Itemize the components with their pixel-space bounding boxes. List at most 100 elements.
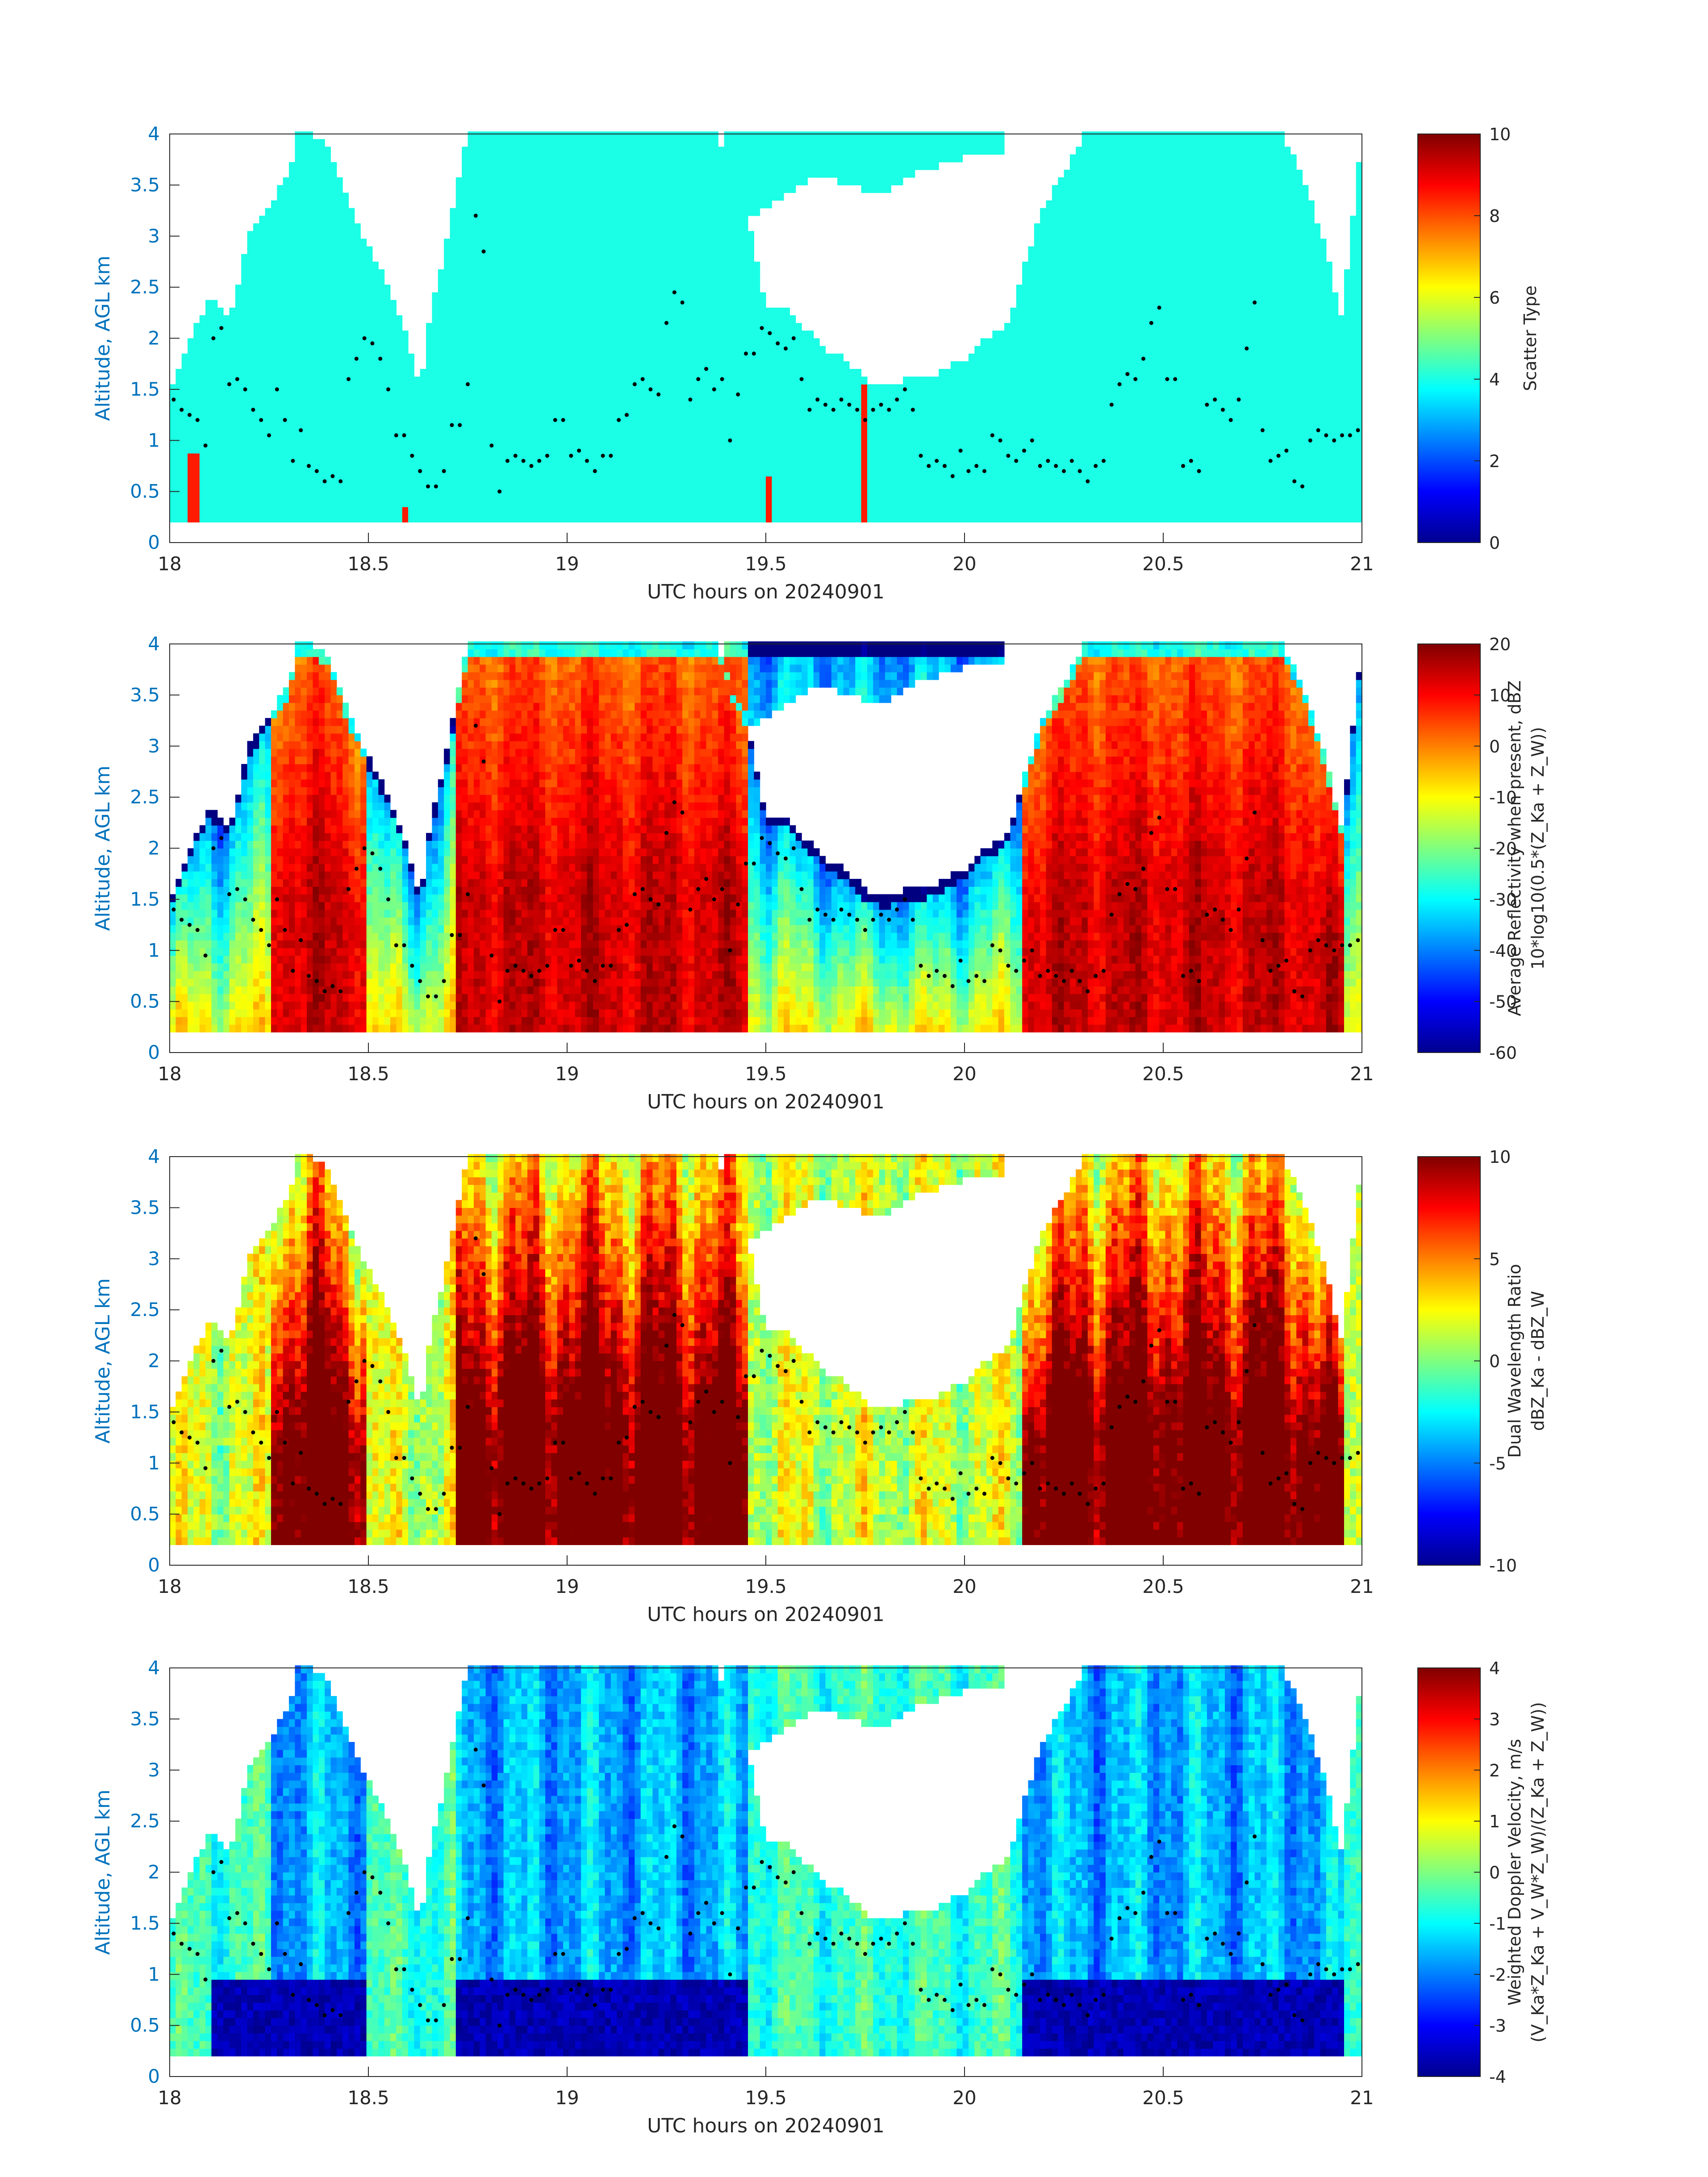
heatmap-cell (462, 361, 468, 369)
heatmap-cell (289, 484, 295, 492)
heatmap-cell (605, 201, 611, 209)
heatmap-cell (802, 162, 808, 170)
heatmap-cell (897, 484, 903, 492)
heatmap-cell (772, 323, 778, 331)
heatmap-cell (778, 430, 784, 438)
heatmap-cell (742, 484, 748, 492)
heatmap-cell (349, 361, 355, 369)
heatmap-cell (891, 139, 897, 147)
heatmap-cell (522, 254, 528, 262)
heatmap-cell (879, 461, 885, 469)
heatmap-cell (486, 216, 492, 224)
heatmap-cell (826, 361, 832, 369)
heatmap-cell (712, 323, 718, 331)
heatmap-cell (212, 415, 218, 423)
heatmap-cell (378, 323, 384, 331)
heatmap-cell (497, 369, 504, 377)
heatmap-cell (378, 415, 384, 423)
heatmap-cell (486, 338, 492, 347)
heatmap-cell (367, 438, 373, 446)
heatmap-cell (432, 323, 438, 331)
heatmap-cell (539, 216, 546, 224)
heatmap-cell (372, 476, 379, 484)
heatmap-cell (235, 492, 242, 500)
heatmap-cell (647, 216, 653, 224)
heatmap-cell (384, 400, 391, 408)
heatmap-cell (480, 147, 486, 155)
heatmap-cell (682, 330, 689, 338)
heatmap-cell (235, 453, 242, 461)
heatmap-cell (611, 492, 617, 500)
heatmap-cell (384, 308, 391, 316)
heatmap-cell (694, 499, 701, 507)
heatmap-cell (605, 308, 611, 316)
heatmap-cell (551, 446, 557, 454)
heatmap-cell (247, 438, 254, 446)
heatmap-cell (569, 468, 576, 476)
heatmap-cell (486, 277, 492, 285)
heatmap-cell (522, 376, 528, 384)
heatmap-cell (497, 438, 504, 446)
heatmap-cell (277, 308, 283, 316)
heatmap-cell (897, 438, 903, 446)
heatmap-cell (474, 468, 480, 476)
heatmap-cell (259, 284, 265, 292)
heatmap-cell (730, 499, 736, 507)
heatmap-cell (230, 369, 236, 377)
heatmap-cell (307, 323, 313, 331)
heatmap-cell (575, 323, 581, 331)
heatmap-cell (289, 177, 295, 185)
heatmap-cell (742, 338, 748, 347)
heatmap-cell (539, 400, 546, 408)
heatmap-cell (444, 461, 450, 469)
heatmap-cell (664, 254, 671, 262)
heatmap-cell (480, 354, 486, 362)
heatmap-cell (557, 269, 564, 277)
heatmap-cell (331, 292, 337, 301)
heatmap-cell (277, 239, 283, 247)
heatmap-cell (360, 323, 367, 331)
heatmap-cell (635, 392, 641, 400)
heatmap-cell (408, 438, 414, 446)
heatmap-cell (474, 277, 480, 285)
heatmap-cell (736, 239, 742, 247)
heatmap-cell (563, 185, 569, 193)
heatmap-cell (760, 201, 766, 209)
heatmap-cell (724, 461, 731, 469)
heatmap-cell (635, 476, 641, 484)
heatmap-cell (462, 269, 468, 277)
heatmap-cell (718, 239, 724, 247)
heatmap-cell (706, 514, 713, 522)
heatmap-cell (492, 308, 498, 316)
heatmap-cell (789, 400, 796, 408)
heatmap-cell (694, 392, 701, 400)
heatmap-cell (533, 438, 539, 446)
heatmap-cell (748, 170, 754, 178)
heatmap-cell (611, 284, 617, 292)
heatmap-cell (635, 430, 641, 438)
heatmap-cell (563, 492, 569, 500)
heatmap-cell (557, 400, 564, 408)
heatmap-cell (527, 170, 534, 178)
heatmap-cell (360, 239, 367, 247)
heatmap-cell (677, 308, 683, 316)
heatmap-cell (730, 262, 736, 270)
heatmap-cell (873, 438, 879, 446)
heatmap-cell (682, 369, 689, 377)
heatmap-cell (486, 300, 492, 308)
heatmap-cell (492, 277, 498, 285)
heatmap-cell (372, 262, 379, 270)
heatmap-cell (468, 284, 474, 292)
heatmap-cell (689, 139, 695, 147)
heatmap-cell (635, 446, 641, 454)
heatmap-cell (325, 446, 331, 454)
heatmap-cell (593, 492, 599, 500)
heatmap-cell (593, 262, 599, 270)
heatmap-cell (754, 262, 760, 270)
heatmap-cell (253, 499, 259, 507)
heatmap-cell (533, 162, 539, 170)
heatmap-cell (468, 361, 474, 369)
heatmap-cell (522, 415, 528, 423)
heatmap-cell (754, 330, 760, 338)
heatmap-cell (235, 292, 242, 301)
